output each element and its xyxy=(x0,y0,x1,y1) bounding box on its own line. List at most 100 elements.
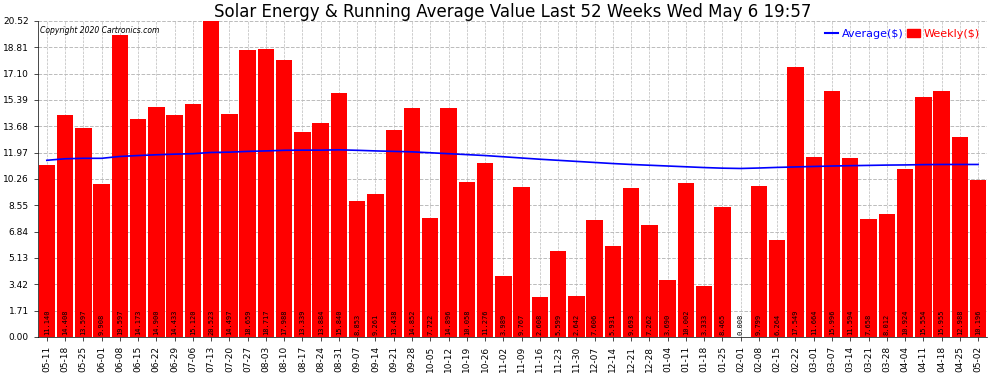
Text: 3.690: 3.690 xyxy=(664,314,670,334)
Text: 14.408: 14.408 xyxy=(62,309,68,334)
Text: 7.658: 7.658 xyxy=(865,314,871,334)
Text: 10.924: 10.924 xyxy=(902,309,908,334)
Text: 17.549: 17.549 xyxy=(792,309,799,334)
Text: 6.264: 6.264 xyxy=(774,314,780,334)
Legend: Average($), Weekly($): Average($), Weekly($) xyxy=(823,27,982,41)
Bar xyxy=(221,114,238,337)
Text: 0.008: 0.008 xyxy=(738,314,743,334)
Bar xyxy=(951,137,968,337)
Bar xyxy=(532,297,548,337)
Bar xyxy=(750,186,767,337)
Text: 18.717: 18.717 xyxy=(263,309,269,334)
Text: 9.799: 9.799 xyxy=(756,314,762,334)
Text: 13.438: 13.438 xyxy=(391,309,397,334)
Text: 11.276: 11.276 xyxy=(482,309,488,334)
Text: 3.989: 3.989 xyxy=(500,314,506,334)
Text: 8.853: 8.853 xyxy=(354,314,360,334)
Text: 15.955: 15.955 xyxy=(939,309,944,334)
Bar xyxy=(185,104,201,337)
Text: 11.664: 11.664 xyxy=(811,309,817,334)
Text: 14.433: 14.433 xyxy=(171,309,177,334)
Bar xyxy=(623,188,640,337)
Text: 13.884: 13.884 xyxy=(318,309,324,334)
Text: 20.523: 20.523 xyxy=(208,309,214,334)
Text: 11.140: 11.140 xyxy=(44,309,50,334)
Text: 15.840: 15.840 xyxy=(336,309,342,334)
Bar xyxy=(878,214,895,337)
Bar xyxy=(568,296,584,337)
Text: 15.120: 15.120 xyxy=(190,309,196,334)
Text: 8.465: 8.465 xyxy=(720,314,726,334)
Bar xyxy=(422,218,439,337)
Text: 14.896: 14.896 xyxy=(446,309,451,334)
Bar xyxy=(678,183,694,337)
Bar xyxy=(605,246,621,337)
Bar xyxy=(806,158,822,337)
Bar xyxy=(514,186,530,337)
Text: 14.852: 14.852 xyxy=(409,309,415,334)
Bar xyxy=(294,132,311,337)
Text: 3.333: 3.333 xyxy=(701,314,707,334)
Bar xyxy=(842,158,858,337)
Text: 17.988: 17.988 xyxy=(281,309,287,334)
Text: 10.058: 10.058 xyxy=(463,309,470,334)
Bar xyxy=(56,115,73,337)
Text: 10.196: 10.196 xyxy=(975,309,981,334)
Bar xyxy=(495,276,512,337)
Bar xyxy=(787,67,804,337)
Bar xyxy=(257,49,274,337)
Bar xyxy=(349,201,365,337)
Text: 8.012: 8.012 xyxy=(884,314,890,334)
Bar xyxy=(203,21,220,337)
Text: 13.597: 13.597 xyxy=(80,309,86,334)
Text: 14.900: 14.900 xyxy=(153,309,159,334)
Text: 9.767: 9.767 xyxy=(519,314,525,334)
Bar xyxy=(970,180,986,337)
Bar xyxy=(860,219,877,337)
Bar xyxy=(934,91,949,337)
Bar xyxy=(130,118,147,337)
Bar xyxy=(714,207,731,337)
Bar xyxy=(39,165,55,337)
Text: 15.554: 15.554 xyxy=(921,309,927,334)
Text: 7.262: 7.262 xyxy=(646,314,652,334)
Text: 12.988: 12.988 xyxy=(956,309,963,334)
Text: 13.339: 13.339 xyxy=(299,309,306,334)
Text: Copyright 2020 Cartronics.com: Copyright 2020 Cartronics.com xyxy=(40,26,159,34)
Title: Solar Energy & Running Average Value Last 52 Weeks Wed May 6 19:57: Solar Energy & Running Average Value Las… xyxy=(214,3,811,21)
Text: 9.693: 9.693 xyxy=(628,314,635,334)
Text: 14.173: 14.173 xyxy=(135,309,142,334)
Bar xyxy=(897,169,913,337)
Bar xyxy=(276,60,292,337)
Text: 15.996: 15.996 xyxy=(829,309,835,334)
Text: 7.722: 7.722 xyxy=(428,314,434,334)
Bar xyxy=(769,240,785,337)
Bar xyxy=(477,163,493,337)
Text: 5.931: 5.931 xyxy=(610,314,616,334)
Bar xyxy=(458,182,475,337)
Bar xyxy=(313,123,329,337)
Bar xyxy=(549,251,566,337)
Text: 11.594: 11.594 xyxy=(847,309,853,334)
Text: 9.261: 9.261 xyxy=(372,314,378,334)
Bar xyxy=(331,93,347,337)
Bar xyxy=(696,286,713,337)
Text: 10.002: 10.002 xyxy=(683,309,689,334)
Text: 14.497: 14.497 xyxy=(227,309,233,334)
Text: 2.642: 2.642 xyxy=(573,314,579,334)
Bar xyxy=(659,280,676,337)
Text: 18.659: 18.659 xyxy=(245,309,250,334)
Bar xyxy=(824,91,841,337)
Bar xyxy=(148,108,164,337)
Bar xyxy=(112,35,128,337)
Bar xyxy=(240,50,255,337)
Bar xyxy=(404,108,420,337)
Bar xyxy=(367,194,384,337)
Text: 2.608: 2.608 xyxy=(537,314,543,334)
Bar xyxy=(915,98,932,337)
Bar xyxy=(385,130,402,337)
Bar xyxy=(75,128,91,337)
Bar xyxy=(166,115,183,337)
Text: 7.606: 7.606 xyxy=(592,314,598,334)
Bar xyxy=(642,225,657,337)
